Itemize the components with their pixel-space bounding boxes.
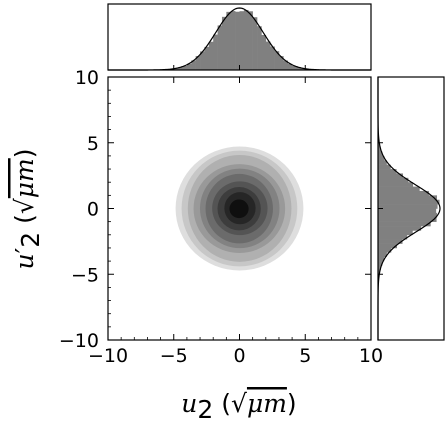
marginal-x-bar bbox=[283, 60, 289, 70]
joint-density-panel: −10 −5 0 5 10 10 5 0 −5 −10 bbox=[59, 65, 383, 367]
y-axis-label-unit-open: (√ bbox=[10, 198, 39, 232]
axis-ticks bbox=[107, 65, 383, 341]
x-axis-label-unit-open: (√ bbox=[213, 389, 247, 418]
marginal-x-bar bbox=[261, 34, 267, 70]
marginal-x-bar bbox=[186, 63, 192, 70]
marginal-y-panel bbox=[377, 76, 445, 341]
marginal-x-panel bbox=[107, 3, 372, 71]
marginal-y-bar bbox=[378, 155, 385, 161]
density-contours bbox=[175, 146, 304, 271]
marginal-y-bar bbox=[378, 239, 403, 244]
marginal-x-bar bbox=[243, 9, 249, 70]
marginal-y-bar bbox=[378, 226, 422, 231]
x-tick-label: 5 bbox=[299, 345, 311, 367]
marginal-x-bar bbox=[204, 46, 210, 70]
marginal-x-bar bbox=[257, 26, 262, 70]
marginal-y-bar bbox=[378, 190, 429, 196]
marginal-y-bar bbox=[378, 177, 409, 183]
marginal-x-bar bbox=[270, 46, 275, 70]
x-tick-label: 0 bbox=[233, 345, 245, 367]
y-tick-label: −10 bbox=[59, 330, 99, 352]
marginal-x-bar bbox=[226, 11, 232, 70]
marginal-x-bar bbox=[300, 68, 306, 70]
marginal-y-bar bbox=[378, 256, 385, 262]
marginal-y-bar bbox=[378, 208, 437, 214]
y-axis-label-base: u bbox=[10, 253, 39, 269]
x-axis-label-unit-close: ) bbox=[287, 389, 297, 418]
y-axis-label-prime: ′ bbox=[10, 247, 39, 253]
marginal-x-bar bbox=[178, 67, 183, 70]
marginal-x-bar bbox=[287, 63, 293, 70]
marginal-x-bar bbox=[230, 11, 236, 70]
marginal-y-bar bbox=[378, 195, 437, 201]
marginal-y-bar bbox=[378, 221, 431, 227]
x-axis-label-sub: 2 bbox=[197, 395, 213, 421]
marginal-y-bar bbox=[378, 217, 437, 222]
x-axis-label-unit-var: μm bbox=[247, 389, 287, 418]
marginal-x-bar bbox=[213, 34, 218, 70]
marginal-x-bar bbox=[173, 68, 179, 70]
marginal-x-bar bbox=[235, 11, 240, 70]
marginal-y-bar bbox=[378, 186, 420, 192]
marginal-y-bar bbox=[378, 169, 397, 174]
y-tick-label: 0 bbox=[87, 199, 99, 221]
marginal-y-bar bbox=[378, 252, 387, 258]
marginal-x-bar bbox=[265, 41, 271, 70]
x-tick-label: 10 bbox=[359, 345, 383, 367]
y-axis-label: u′2 (√μm) bbox=[10, 148, 45, 269]
marginal-x-bar bbox=[182, 66, 188, 70]
marginal-x-bar bbox=[195, 56, 201, 70]
marginal-y-histogram bbox=[378, 133, 440, 284]
marginal-y-bar bbox=[378, 160, 387, 165]
marginal-y-bar bbox=[378, 199, 440, 205]
y-axis-label-unit-close: ) bbox=[10, 148, 39, 158]
marginal-y-bar bbox=[378, 261, 383, 266]
marginal-y-bar bbox=[378, 265, 381, 271]
marginal-x-bar bbox=[252, 17, 258, 70]
marginal-y-bar bbox=[378, 212, 438, 218]
y-axis-label-unit-var: μm bbox=[10, 158, 39, 198]
marginal-x-bar bbox=[200, 51, 205, 70]
y-tick-label: 10 bbox=[75, 67, 99, 89]
y-tick-label: 5 bbox=[87, 133, 99, 155]
marginal-x-bar bbox=[208, 41, 214, 70]
x-tick-label: −10 bbox=[88, 345, 128, 367]
marginal-x-bar bbox=[296, 67, 302, 70]
marginal-y-bar bbox=[378, 164, 391, 170]
x-axis-label-base: u bbox=[181, 389, 197, 418]
axis-tick-labels: −10 −5 0 5 10 10 5 0 −5 −10 bbox=[59, 67, 383, 367]
marginal-x-histogram bbox=[164, 9, 315, 71]
marginal-y-bar bbox=[378, 243, 397, 249]
density-contour-9 bbox=[229, 199, 249, 219]
marginal-y-bar bbox=[378, 204, 438, 209]
marginal-x-bar bbox=[239, 11, 245, 71]
marginal-y-bar bbox=[378, 142, 380, 148]
y-axis-label-sub: 2 bbox=[16, 232, 45, 248]
marginal-x-bar bbox=[292, 65, 297, 70]
x-tick-label: −5 bbox=[160, 345, 188, 367]
marginal-x-bar bbox=[221, 16, 227, 70]
marginal-x-bar bbox=[191, 60, 196, 70]
marginal-y-bar bbox=[378, 182, 414, 187]
marginal-x-bar bbox=[274, 51, 280, 70]
marginal-y-bar bbox=[378, 247, 392, 253]
marginal-x-bar bbox=[217, 25, 223, 70]
y-tick-label: −5 bbox=[71, 264, 99, 286]
marginal-y-bar bbox=[378, 230, 413, 236]
marginal-y-bar bbox=[378, 151, 383, 157]
marginal-x-bar bbox=[248, 11, 253, 70]
marginal-x-bar bbox=[278, 56, 284, 70]
marginal-y-bar bbox=[378, 269, 380, 275]
marginal-y-bar bbox=[378, 147, 381, 152]
marginal-y-bar bbox=[378, 234, 408, 240]
marginal-y-bar bbox=[378, 173, 404, 179]
x-axis-label: u2 (√μm) bbox=[181, 389, 296, 421]
